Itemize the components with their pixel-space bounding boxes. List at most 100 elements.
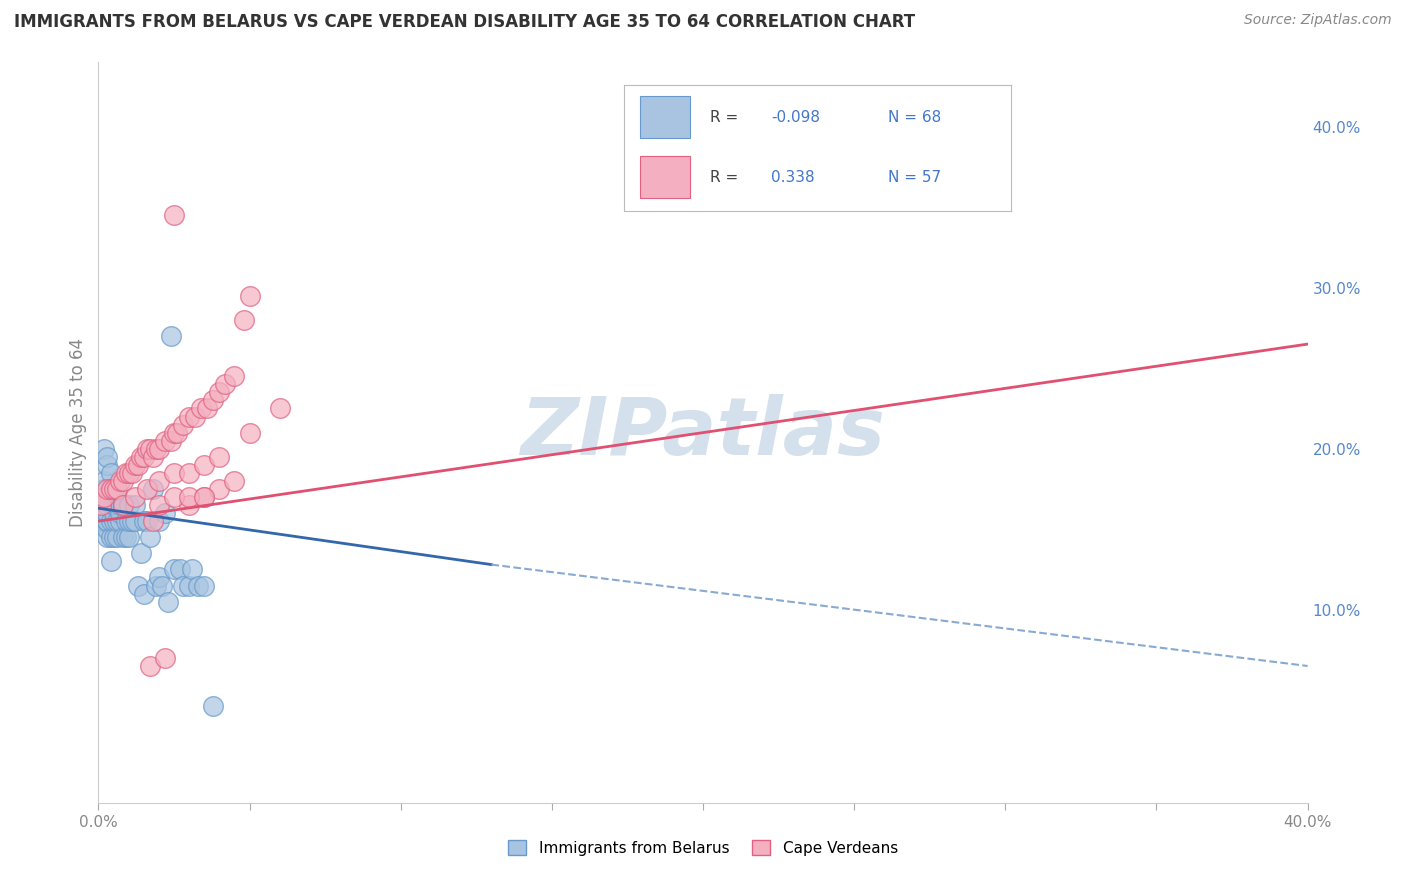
Point	[108, 514, 131, 528]
Text: ZIPatlas: ZIPatlas	[520, 393, 886, 472]
Point	[132, 450, 155, 464]
Point	[232, 313, 254, 327]
Point	[124, 490, 146, 504]
Point	[142, 482, 165, 496]
Point	[105, 490, 128, 504]
Point	[118, 498, 141, 512]
Point	[114, 530, 136, 544]
Point	[93, 474, 115, 488]
Point	[163, 490, 186, 504]
Point	[153, 506, 176, 520]
Point	[118, 530, 141, 544]
Point	[103, 506, 125, 520]
Point	[105, 482, 128, 496]
Point	[105, 530, 128, 544]
Point	[153, 651, 176, 665]
Point	[118, 466, 141, 480]
Point	[105, 514, 128, 528]
Point	[103, 482, 125, 496]
Point	[208, 385, 231, 400]
Point	[172, 417, 194, 432]
Point	[142, 450, 165, 464]
Point	[96, 514, 118, 528]
Point	[111, 498, 134, 512]
Point	[129, 450, 152, 464]
Point	[90, 506, 112, 520]
Point	[100, 482, 122, 496]
Point	[124, 458, 146, 472]
Text: IMMIGRANTS FROM BELARUS VS CAPE VERDEAN DISABILITY AGE 35 TO 64 CORRELATION CHAR: IMMIGRANTS FROM BELARUS VS CAPE VERDEAN …	[14, 13, 915, 31]
Point	[179, 466, 201, 480]
Point	[100, 482, 122, 496]
Point	[208, 450, 231, 464]
Legend: Immigrants from Belarus, Cape Verdeans: Immigrants from Belarus, Cape Verdeans	[502, 834, 904, 862]
Point	[129, 546, 152, 560]
Point	[142, 514, 165, 528]
Y-axis label: Disability Age 35 to 64: Disability Age 35 to 64	[69, 338, 87, 527]
Point	[90, 514, 112, 528]
Point	[179, 578, 201, 592]
Point	[179, 498, 201, 512]
Point	[132, 586, 155, 600]
Point	[208, 482, 231, 496]
Point	[96, 530, 118, 544]
Point	[195, 401, 218, 416]
Point	[96, 450, 118, 464]
Point	[108, 498, 131, 512]
Point	[103, 498, 125, 512]
Point	[202, 699, 225, 714]
Point	[163, 562, 186, 576]
Point	[100, 530, 122, 544]
Point	[96, 506, 118, 520]
Point	[190, 401, 212, 416]
Point	[224, 474, 246, 488]
Point	[121, 514, 143, 528]
Point	[145, 442, 167, 456]
Point	[193, 578, 215, 592]
Point	[214, 377, 236, 392]
Point	[100, 466, 122, 480]
Point	[193, 490, 215, 504]
Point	[202, 393, 225, 408]
Point	[179, 490, 201, 504]
Point	[90, 490, 112, 504]
Point	[148, 570, 170, 584]
Point	[103, 514, 125, 528]
Point	[187, 578, 209, 592]
Point	[96, 458, 118, 472]
Point	[239, 289, 262, 303]
Point	[139, 530, 162, 544]
Point	[108, 506, 131, 520]
Point	[124, 498, 146, 512]
Point	[90, 498, 112, 512]
Point	[111, 474, 134, 488]
Point	[239, 425, 262, 440]
Point	[193, 458, 215, 472]
Point	[148, 514, 170, 528]
Point	[108, 474, 131, 488]
Point	[111, 498, 134, 512]
Point	[93, 442, 115, 456]
Point	[163, 208, 186, 222]
Point	[93, 514, 115, 528]
Point	[93, 506, 115, 520]
Point	[100, 554, 122, 568]
Point	[118, 514, 141, 528]
Point	[179, 409, 201, 424]
Point	[114, 514, 136, 528]
Point	[156, 594, 179, 608]
Point	[132, 514, 155, 528]
Text: Source: ZipAtlas.com: Source: ZipAtlas.com	[1244, 13, 1392, 28]
Point	[93, 514, 115, 528]
Point	[93, 482, 115, 496]
Point	[114, 466, 136, 480]
Point	[269, 401, 291, 416]
Point	[96, 514, 118, 528]
Point	[148, 474, 170, 488]
Point	[127, 458, 149, 472]
Point	[153, 434, 176, 448]
Point	[166, 425, 188, 440]
Point	[224, 369, 246, 384]
Point	[124, 514, 146, 528]
Point	[103, 530, 125, 544]
